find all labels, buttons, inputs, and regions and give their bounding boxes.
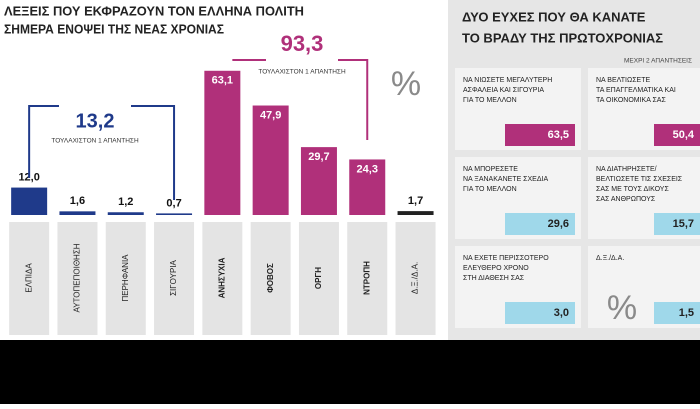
value-label: 0,7	[166, 197, 181, 209]
label-panel	[298, 222, 339, 335]
tile-label: ΝΑ ΕΧΕΤΕ ΠΕΡΙΣΣΟΤΕΡΟ	[463, 255, 549, 262]
chart-title: ΤΟ ΒΡΑΔΥ ΤΗΣ ΠΡΩΤΟΧΡΟΝΙΑΣ	[462, 30, 663, 45]
bar	[107, 212, 144, 215]
value-label: 50,4	[673, 129, 695, 141]
x-tick-label: ΦΟΒΟΣ	[266, 263, 275, 293]
bar	[59, 211, 96, 215]
tile-label: ΝΑ ΔΙΑΤΗΡΗΣΕΤΕ/	[596, 166, 657, 173]
tile-label: ΝΑ ΞΑΝΑΚΑΝΕΤΕ ΣΧΕΔΙΑ	[463, 176, 548, 183]
label-panel	[250, 222, 291, 335]
bar	[349, 159, 386, 215]
group-total: 93,3	[281, 31, 324, 56]
value-label: 1,5	[679, 307, 694, 319]
unit-sign: %	[607, 289, 637, 327]
label-panel	[105, 222, 146, 335]
value-label: 47,9	[260, 109, 281, 121]
tile-label: ΝΑ ΜΠΟΡΕΣΕΤΕ	[463, 166, 518, 173]
value-box	[654, 124, 700, 146]
tile-label: ΣΑΣ ΜΕ ΤΟΥΣ ΔΙΚΟΥΣ	[596, 186, 669, 193]
x-tick-label: ΑΝΗΣΥΧΙΑ	[217, 257, 226, 298]
value-label: 3,0	[554, 307, 569, 319]
x-tick-label: ΑΥΤΟΠΕΠΟΙΘΗΣΗ	[73, 243, 82, 312]
bar	[300, 147, 337, 215]
value-label: 63,5	[548, 129, 569, 141]
label-panel	[202, 222, 243, 335]
value-label: 15,7	[673, 218, 694, 230]
tile-label: ΤΑ ΟΙΚΟΝΟΜΙΚΑ ΣΑΣ	[596, 97, 666, 104]
value-box	[654, 302, 700, 324]
x-tick-label: Δ.Ξ./Δ.Α.	[411, 262, 420, 294]
chart-title: ΔΥΟ ΕΥΧΕΣ ΠΟΥ ΘΑ ΚΑΝΑΤΕ	[462, 9, 646, 24]
x-tick-label: ΕΛΠΙΔΑ	[24, 263, 33, 293]
x-tick-label: ΣΙΓΟΥΡΙΑ	[169, 259, 178, 295]
group-note: ΤΟΥΛΑΧΙΣΤΟΝ 1 ΑΠΑΝΤΗΣΗ	[51, 138, 139, 145]
value-box	[654, 213, 700, 235]
tile-label: ΒΕΛΤΙΩΣΕΤΕ ΤΙΣ ΣΧΕΣΕΙΣ	[596, 176, 683, 183]
tile-label: Δ.Ξ./Δ.Α.	[596, 255, 624, 262]
chart-subtitle: ΜΕΧΡΙ 2 ΑΠΑΝΤΗΣΕΙΣ	[624, 58, 692, 65]
value-box	[505, 302, 575, 324]
value-label: 29,7	[308, 151, 329, 163]
value-box	[505, 213, 575, 235]
x-tick-label: ΟΡΓΗ	[314, 267, 323, 289]
bracket-gap	[266, 56, 338, 64]
value-label: 1,6	[70, 195, 85, 207]
tile-label: ΝΑ ΒΕΛΤΙΩΣΕΤΕ	[596, 77, 651, 84]
tile-label: ΑΣΦΑΛΕΙΑ ΚΑΙ ΣΙΓΟΥΡΙΑ	[463, 87, 544, 94]
value-label: 63,1	[212, 75, 233, 87]
tile-label: ΣΤΗ ΔΙΑΘΕΣΗ ΣΑΣ	[463, 275, 525, 282]
group-total: 13,2	[76, 110, 115, 132]
value-label: 1,7	[408, 195, 423, 207]
value-label: 24,3	[357, 163, 378, 175]
value-label: 29,6	[548, 218, 569, 230]
tile-label: ΣΑΣ ΑΝΘΡΩΠΟΥΣ	[596, 196, 656, 203]
label-panel	[395, 222, 436, 335]
label-panel	[154, 222, 195, 335]
label-panel	[347, 222, 388, 335]
bracket-gap	[59, 102, 131, 110]
bar	[397, 211, 434, 215]
bar	[204, 70, 241, 216]
bar	[11, 187, 48, 215]
chart-title: ΣΗΜΕΡΑ ΕΝΟΨΕΙ ΤΗΣ ΝΕΑΣ ΧΡΟΝΙΑΣ	[4, 21, 224, 36]
bar	[156, 213, 193, 215]
x-tick-label: ΠΕΡΗΦΑΝΙΑ	[121, 254, 130, 302]
bottom-band	[0, 340, 700, 404]
bar	[252, 105, 289, 215]
group-note: ΤΟΥΛΑΧΙΣΤΟΝ 1 ΑΠΑΝΤΗΣΗ	[258, 69, 346, 76]
label-panel	[57, 222, 98, 335]
label-panel	[9, 222, 50, 335]
x-tick-label: ΝΤΡΟΠΗ	[362, 261, 371, 295]
tile-label: ΝΑ ΝΙΩΣΕΤΕ ΜΕΓΑΛΥΤΕΡΗ	[463, 77, 552, 84]
tile-label: ΕΛΕΥΘΕΡΟ ΧΡΟΝΟ	[463, 265, 529, 272]
value-box	[505, 124, 575, 146]
value-label: 1,2	[118, 196, 133, 208]
unit-sign: %	[391, 65, 421, 103]
tile-label: ΓΙΑ ΤΟ ΜΕΛΛΟΝ	[463, 97, 517, 104]
chart-title: ΛΕΞΕΙΣ ΠΟΥ ΕΚΦΡΑΖΟΥΝ ΤΟΝ ΕΛΛΗΝΑ ΠΟΛΙΤΗ	[4, 3, 304, 18]
tile-label: ΓΙΑ ΤΟ ΜΕΛΛΟΝ	[463, 186, 517, 193]
tile-label: ΤΑ ΕΠΑΓΓΕΛΜΑΤΙΚΑ ΚΑΙ	[596, 87, 676, 94]
